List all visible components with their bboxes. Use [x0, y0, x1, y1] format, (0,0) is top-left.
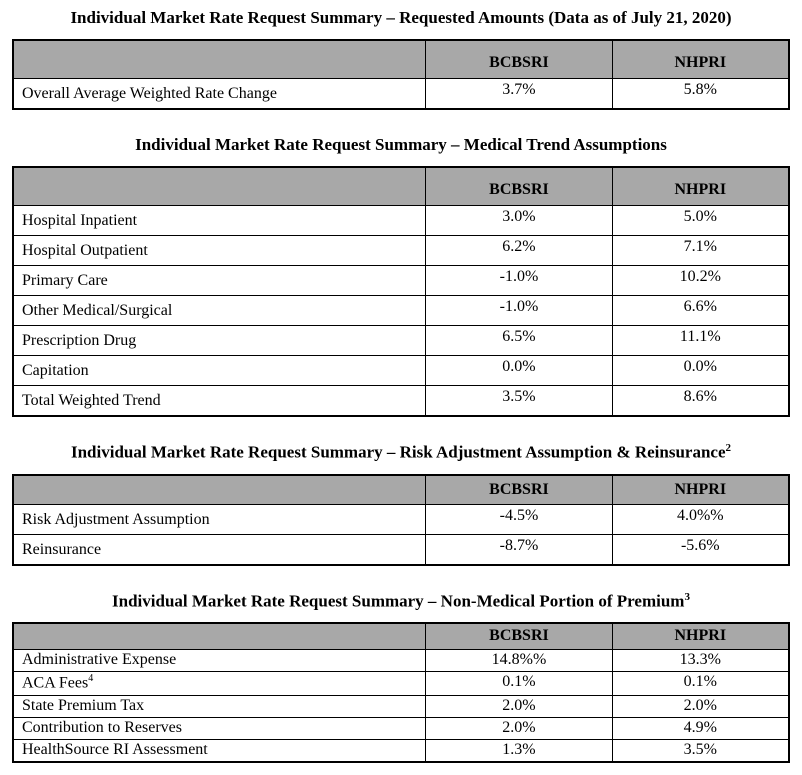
table-row: Other Medical/Surgical -1.0% 6.6%: [12, 295, 790, 326]
table-requested-amounts: BCBSRI NHPRI Overall Average Weighted Ra…: [12, 39, 790, 110]
value-bcbsri: 2.0%: [425, 716, 613, 740]
title-text: Individual Market Rate Request Summary –…: [112, 591, 685, 611]
table-row: Prescription Drug 6.5% 11.1%: [12, 325, 790, 356]
header-empty-cell: [12, 474, 427, 505]
value-nhpri: 5.0%: [611, 205, 790, 236]
value-nhpri: 7.1%: [611, 235, 790, 266]
table-title-medical-trend: Individual Market Rate Request Summary –…: [12, 135, 790, 155]
table-row: Overall Average Weighted Rate Change 3.7…: [12, 78, 790, 110]
table-row: Hospital Outpatient 6.2% 7.1%: [12, 235, 790, 266]
row-label: Primary Care: [12, 265, 427, 296]
table-row: State Premium Tax 2.0% 2.0%: [12, 694, 790, 718]
row-label-text: ACA Fees: [22, 674, 89, 692]
section-medical-trend: Individual Market Rate Request Summary –…: [12, 135, 790, 417]
row-label: Contribution to Reserves: [12, 716, 427, 740]
value-nhpri: 4.0%%: [611, 503, 790, 535]
header-row: BCBSRI NHPRI: [12, 474, 790, 505]
row-footnote-marker: 4: [88, 673, 94, 685]
table-row: Primary Care -1.0% 10.2%: [12, 265, 790, 296]
column-header-bcbsri: BCBSRI: [425, 622, 613, 651]
value-bcbsri: -1.0%: [425, 265, 613, 296]
value-nhpri: 4.9%: [611, 716, 790, 740]
row-label: Total Weighted Trend: [12, 385, 427, 417]
row-label: Administrative Expense: [12, 649, 427, 673]
table-title-non-medical-premium: Individual Market Rate Request Summary –…: [12, 591, 790, 612]
column-header-nhpri: NHPRI: [611, 474, 790, 505]
table-non-medical-premium: BCBSRI NHPRI Administrative Expense 14.8…: [12, 622, 790, 763]
value-nhpri: 3.5%: [611, 738, 790, 763]
header-row: BCBSRI NHPRI: [12, 622, 790, 651]
value-nhpri: 0.1%: [611, 671, 790, 696]
value-bcbsri: 0.0%: [425, 355, 613, 386]
table-medical-trend: BCBSRI NHPRI Hospital Inpatient 3.0% 5.0…: [12, 166, 790, 417]
table-row: Reinsurance -8.7% -5.6%: [12, 533, 790, 566]
column-header-bcbsri: BCBSRI: [425, 474, 613, 505]
value-bcbsri: -4.5%: [425, 503, 613, 535]
table-risk-adjustment: BCBSRI NHPRI Risk Adjustment Assumption …: [12, 473, 790, 566]
header-row: BCBSRI NHPRI: [12, 166, 790, 206]
title-text: Individual Market Rate Request Summary –…: [135, 135, 667, 154]
row-label: Hospital Inpatient: [12, 205, 427, 236]
value-nhpri: -5.6%: [611, 533, 790, 566]
table-title-requested-amounts: Individual Market Rate Request Summary –…: [12, 8, 790, 28]
value-bcbsri: 3.5%: [425, 385, 613, 417]
column-header-bcbsri: BCBSRI: [425, 39, 613, 79]
value-nhpri: 13.3%: [611, 649, 790, 673]
table-row: HealthSource RI Assessment 1.3% 3.5%: [12, 738, 790, 763]
value-nhpri: 11.1%: [611, 325, 790, 356]
row-label: Reinsurance: [12, 533, 427, 566]
table-row: ACA Fees4 0.1% 0.1%: [12, 671, 790, 696]
column-header-nhpri: NHPRI: [611, 166, 790, 206]
row-label: Overall Average Weighted Rate Change: [12, 78, 427, 110]
value-nhpri: 8.6%: [611, 385, 790, 417]
row-label: Other Medical/Surgical: [12, 295, 427, 326]
section-non-medical-premium: Individual Market Rate Request Summary –…: [12, 591, 790, 763]
value-bcbsri: 6.5%: [425, 325, 613, 356]
value-nhpri: 0.0%: [611, 355, 790, 386]
title-footnote-marker: 3: [684, 590, 690, 603]
value-nhpri: 5.8%: [611, 78, 790, 110]
section-requested-amounts: Individual Market Rate Request Summary –…: [12, 8, 790, 110]
row-label: Prescription Drug: [12, 325, 427, 356]
value-nhpri: 6.6%: [611, 295, 790, 326]
value-bcbsri: 14.8%%: [425, 649, 613, 673]
column-header-bcbsri: BCBSRI: [425, 166, 613, 206]
row-label: State Premium Tax: [12, 694, 427, 718]
column-header-nhpri: NHPRI: [611, 622, 790, 651]
title-text: Individual Market Rate Request Summary –…: [70, 8, 732, 27]
table-row: Total Weighted Trend 3.5% 8.6%: [12, 385, 790, 417]
value-nhpri: 10.2%: [611, 265, 790, 296]
value-bcbsri: 3.0%: [425, 205, 613, 236]
header-empty-cell: [12, 166, 427, 206]
table-row: Risk Adjustment Assumption -4.5% 4.0%%: [12, 503, 790, 535]
table-row: Hospital Inpatient 3.0% 5.0%: [12, 205, 790, 236]
title-footnote-marker: 2: [725, 442, 732, 454]
header-row: BCBSRI NHPRI: [12, 39, 790, 79]
value-bcbsri: -1.0%: [425, 295, 613, 326]
value-nhpri: 2.0%: [611, 694, 790, 718]
value-bcbsri: -8.7%: [425, 533, 613, 566]
section-risk-adjustment: Individual Market Rate Request Summary –…: [12, 442, 790, 566]
table-row: Administrative Expense 14.8%% 13.3%: [12, 649, 790, 673]
header-empty-cell: [12, 39, 427, 79]
row-label: HealthSource RI Assessment: [12, 738, 427, 763]
table-row: Capitation 0.0% 0.0%: [12, 355, 790, 386]
value-bcbsri: 6.2%: [425, 235, 613, 266]
header-empty-cell: [12, 622, 427, 651]
value-bcbsri: 2.0%: [425, 694, 613, 718]
value-bcbsri: 1.3%: [425, 738, 613, 763]
row-label: Capitation: [12, 355, 427, 386]
table-row: Contribution to Reserves 2.0% 4.9%: [12, 716, 790, 740]
row-label: ACA Fees4: [12, 671, 427, 696]
row-label: Risk Adjustment Assumption: [12, 503, 427, 535]
value-bcbsri: 0.1%: [425, 671, 613, 696]
value-bcbsri: 3.7%: [425, 78, 613, 110]
column-header-nhpri: NHPRI: [611, 39, 790, 79]
table-title-risk-adjustment: Individual Market Rate Request Summary –…: [12, 442, 790, 463]
row-label: Hospital Outpatient: [12, 235, 427, 266]
title-text: Individual Market Rate Request Summary –…: [70, 442, 726, 462]
